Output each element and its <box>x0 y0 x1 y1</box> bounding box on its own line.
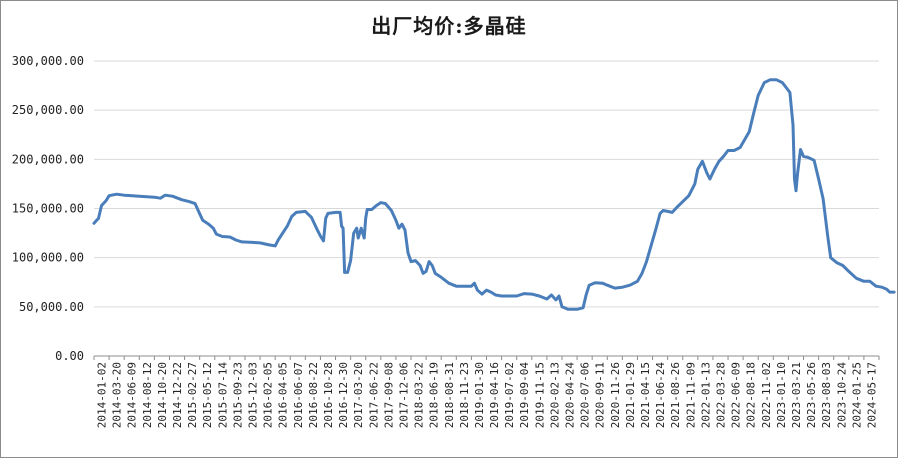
x-tick-label: 2020-09-11 <box>594 362 607 428</box>
x-tick-label: 2015-07-14 <box>216 362 229 429</box>
y-tick-label: 300,000.00 <box>12 54 84 68</box>
x-tick-label: 2014-06-09 <box>126 362 139 428</box>
y-tick-label: 100,000.00 <box>12 251 84 265</box>
x-tick-label: 2015-09-23 <box>231 362 244 428</box>
y-tick-label: 150,000.00 <box>12 202 84 216</box>
y-axis-labels: 0.00 50,000.00 100,000.00 150,000.00 200,000… <box>12 54 84 363</box>
series-group <box>92 78 896 311</box>
series-line <box>92 78 896 311</box>
y-tick-label: 200,000.00 <box>12 152 84 166</box>
x-tick-label: 2015-12-03 <box>247 362 260 428</box>
x-tick-label: 2014-08-12 <box>141 362 154 428</box>
x-tick-label: 2018-03-22 <box>413 362 426 428</box>
x-tick-label: 2017-09-08 <box>382 362 395 428</box>
x-tick-label: 2016-02-05 <box>262 362 275 428</box>
x-tick-label: 2022-08-18 <box>745 362 758 428</box>
x-tick-label: 2022-03-28 <box>714 362 727 428</box>
y-tick-label: 0.00 <box>55 349 84 363</box>
x-tick-label: 2016-12-30 <box>337 362 350 428</box>
x-tick-label: 2018-06-19 <box>428 362 441 428</box>
x-tick-label: 2019-04-16 <box>488 362 501 428</box>
x-tick-label: 2019-09-04 <box>518 362 531 429</box>
chart-title: 出厂均价:多晶硅 <box>371 14 527 38</box>
x-tick-label: 2021-08-26 <box>669 362 682 428</box>
x-tick-label: 2020-02-13 <box>548 362 561 428</box>
x-tick-label: 2021-11-09 <box>684 362 697 428</box>
x-tick-label: 2016-06-07 <box>292 362 305 428</box>
x-tick-label: 2020-04-24 <box>564 362 577 429</box>
gridlines <box>94 60 879 308</box>
x-tick-label: 2015-05-12 <box>201 362 214 428</box>
x-tick-label: 2014-01-02 <box>96 362 109 428</box>
x-tick-label: 2014-12-22 <box>171 362 184 428</box>
x-tick-label: 2015-02-27 <box>186 362 199 428</box>
x-tick-label: 2021-04-15 <box>639 362 652 428</box>
x-tick-label: 2023-10-24 <box>835 362 848 429</box>
x-tick-label: 2019-01-30 <box>473 362 486 428</box>
x-tick-label: 2022-01-13 <box>699 362 712 428</box>
x-tick-label: 2018-08-31 <box>443 362 456 428</box>
x-tick-label: 2019-11-15 <box>533 362 546 428</box>
x-tick-label: 2023-05-26 <box>805 362 818 428</box>
x-tick-label: 2021-01-29 <box>624 362 637 428</box>
x-tick-label: 2020-11-26 <box>609 362 622 428</box>
x-tick-label: 2016-10-28 <box>322 362 335 428</box>
x-tick-label: 2017-12-06 <box>397 362 410 428</box>
x-tick-label: 2016-04-05 <box>277 362 290 428</box>
y-tick-label: 50,000.00 <box>19 300 84 314</box>
x-tick-label: 2022-06-09 <box>730 362 743 428</box>
x-tick-label: 2019-07-02 <box>503 362 516 428</box>
x-tick-label: 2020-07-06 <box>579 362 592 428</box>
x-tick-label: 2017-06-22 <box>367 362 380 428</box>
x-tick-label: 2018-11-23 <box>458 362 471 428</box>
x-tick-label: 2023-01-10 <box>775 362 788 428</box>
x-tick-label: 2014-03-20 <box>111 362 124 428</box>
x-tick-label: 2024-05-17 <box>865 362 878 428</box>
y-tick-label: 250,000.00 <box>12 103 84 117</box>
x-tick-label: 2014-10-20 <box>156 362 169 428</box>
x-tick-label: 2017-03-20 <box>352 362 365 428</box>
x-tick-label: 2023-03-21 <box>790 362 803 428</box>
x-axis: 2014-01-02 2014-03-20 2014-06-09 2014-08-12… <box>93 355 880 429</box>
x-tick-label: 2023-08-03 <box>820 362 833 428</box>
x-tick-label: 2021-06-24 <box>654 362 667 429</box>
x-tick-label: 2016-08-22 <box>307 362 320 428</box>
x-tick-label: 2024-01-25 <box>850 362 863 428</box>
x-tick-label: 2022-11-02 <box>760 362 773 428</box>
